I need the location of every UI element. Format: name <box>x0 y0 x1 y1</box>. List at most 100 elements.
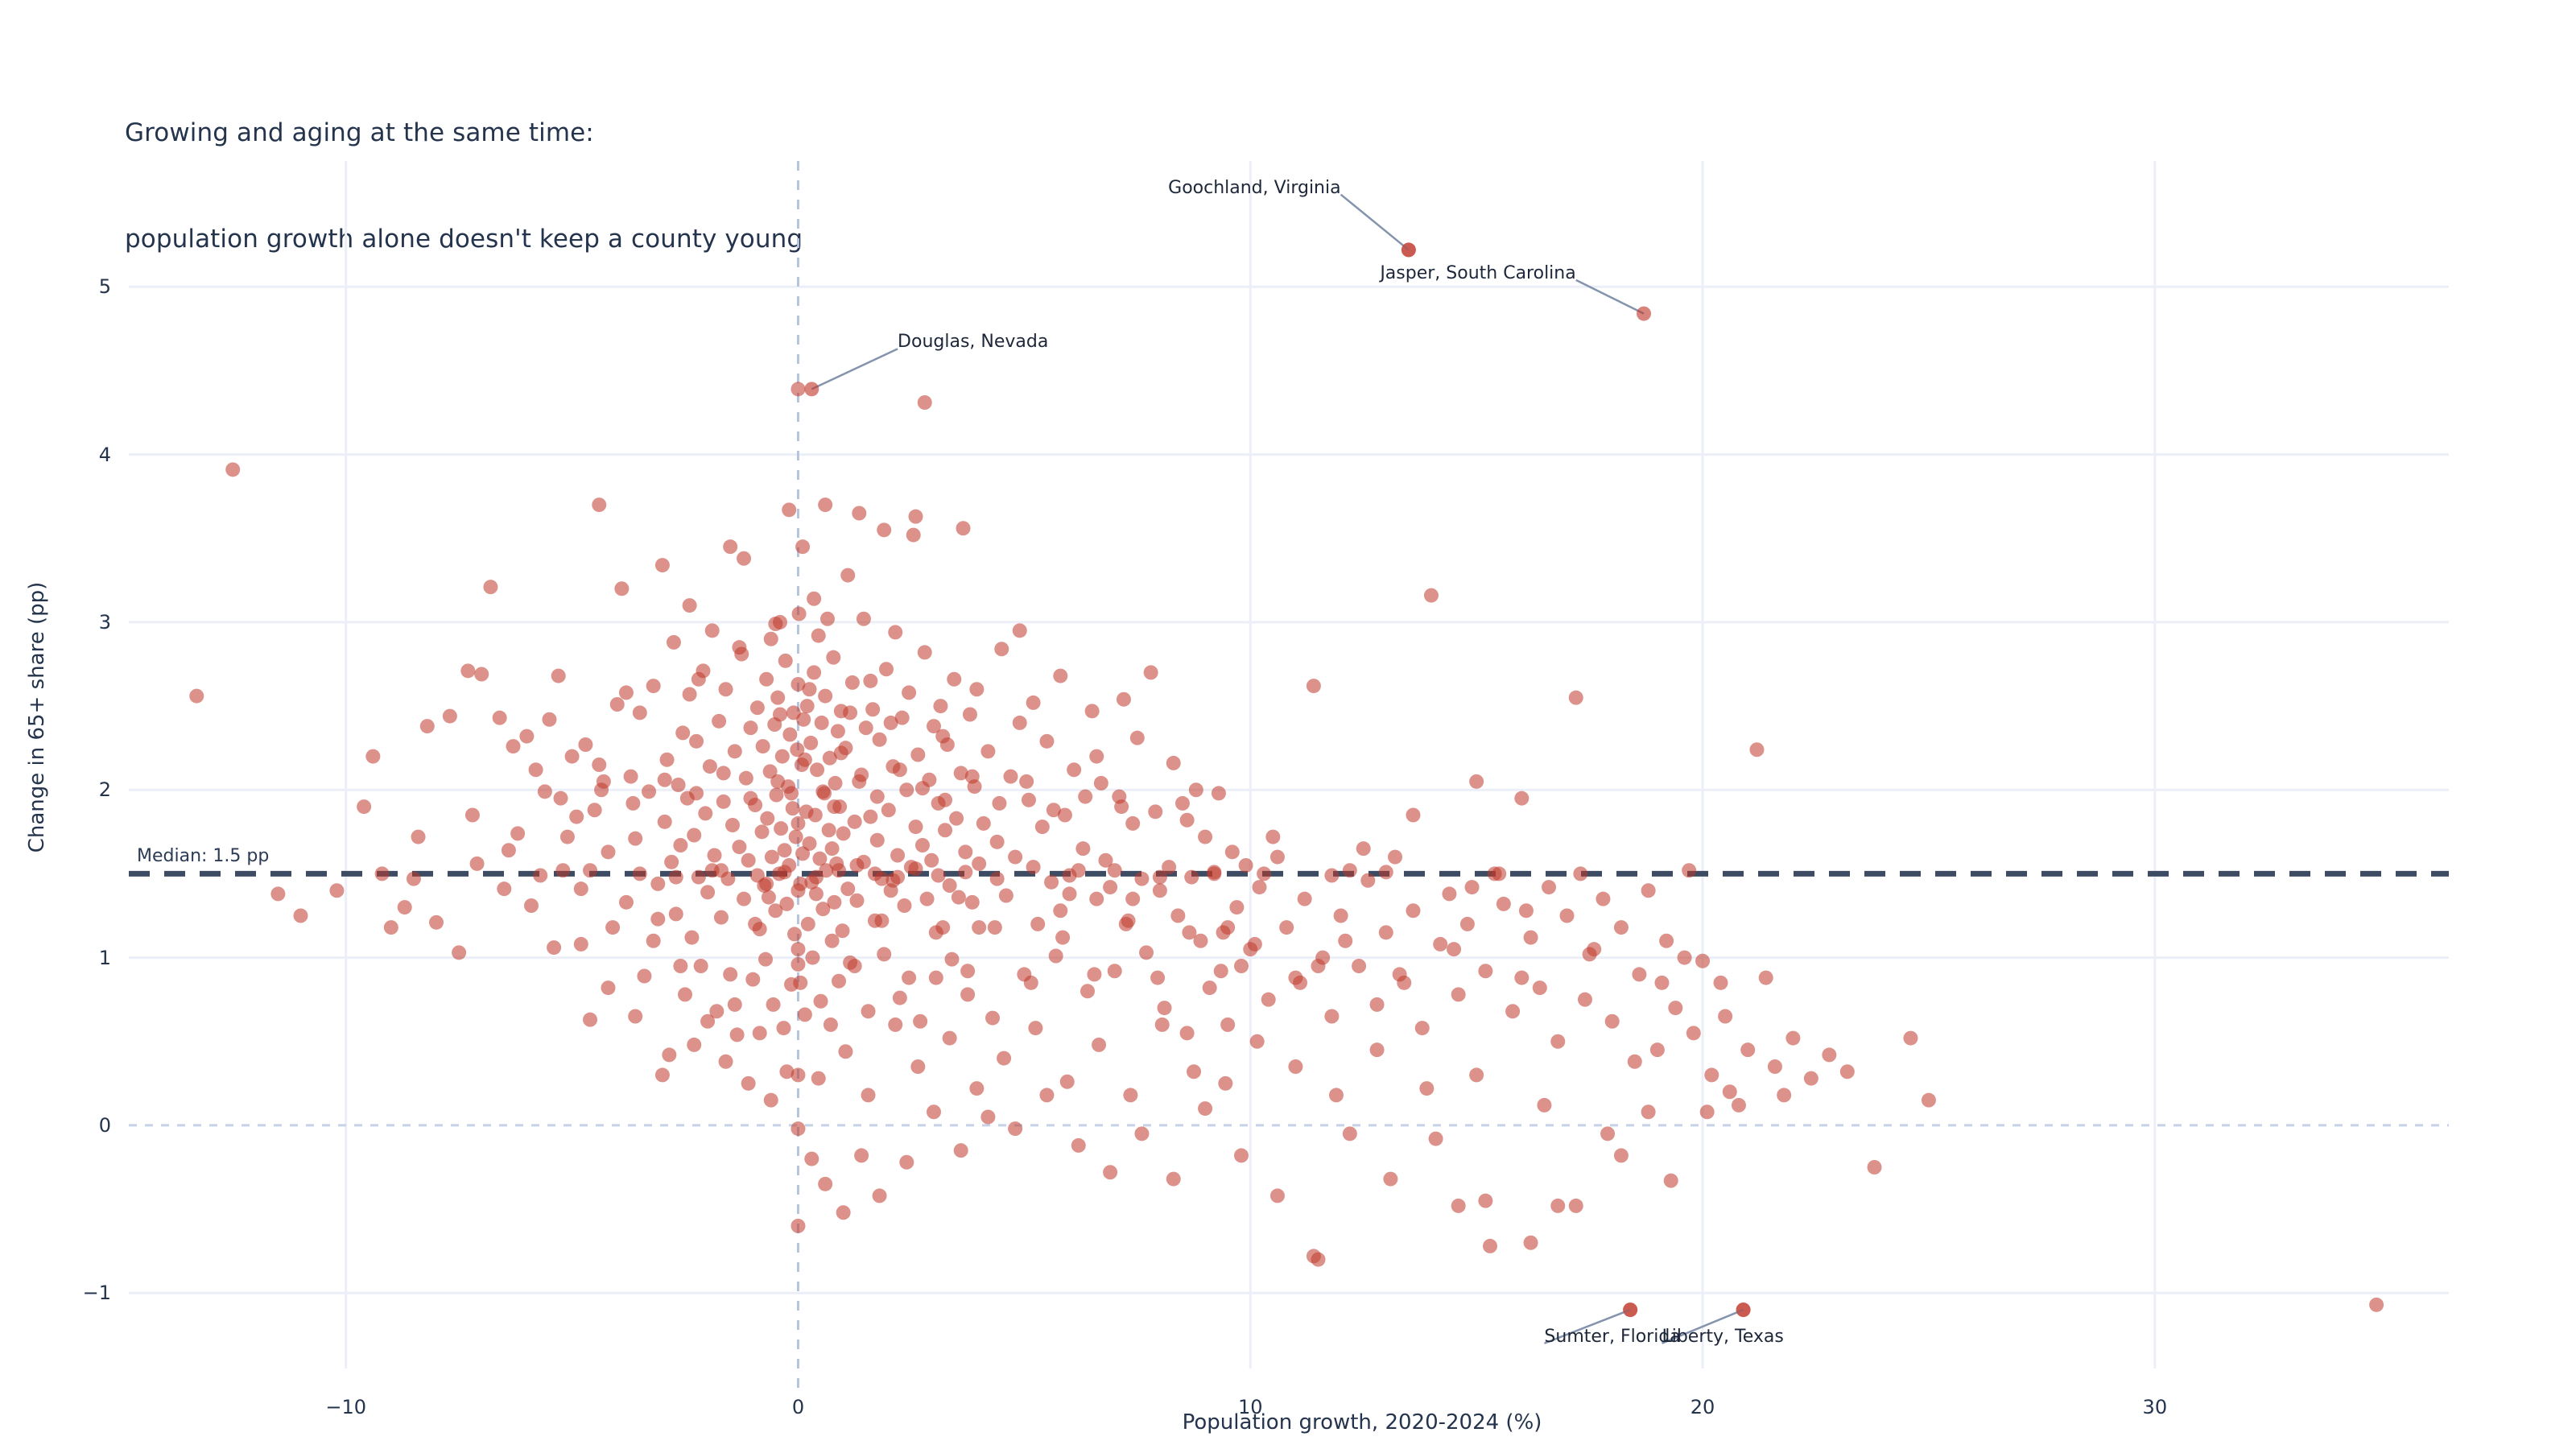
scatter-point <box>791 1218 806 1233</box>
scatter-point <box>759 671 774 687</box>
scatter-point <box>623 769 638 784</box>
scatter-point <box>1152 869 1167 885</box>
scatter-point <box>1021 792 1036 807</box>
scatter-point <box>675 725 691 741</box>
scatter-point <box>464 807 480 823</box>
scatter-point <box>874 913 890 928</box>
scatter-point <box>691 671 706 687</box>
scatter-point <box>969 1081 985 1096</box>
scatter-point <box>601 844 616 860</box>
scatter-point <box>1218 1075 1233 1091</box>
x-axis-tick-label: −10 <box>325 1396 366 1418</box>
scatter-point <box>1677 950 1692 965</box>
scatter-point <box>1532 980 1547 996</box>
scatter-point <box>863 809 878 824</box>
scatter-point <box>1767 1059 1782 1074</box>
scatter-point <box>594 782 609 798</box>
scatter-point <box>429 914 444 930</box>
scatter-point <box>1921 1092 1936 1108</box>
scatter-point <box>802 836 817 851</box>
scatter-point <box>917 645 932 660</box>
scatter-point <box>972 920 987 935</box>
scatter-point <box>1008 1121 1023 1137</box>
scatter-point <box>980 1109 996 1125</box>
scatter-point <box>752 1026 767 1041</box>
scatter-point <box>1324 1009 1340 1024</box>
scatter-point <box>1269 1188 1285 1203</box>
scatter-point <box>872 732 887 747</box>
scatter-point <box>510 826 526 841</box>
scatter-point <box>888 625 903 640</box>
scatter-point <box>1342 1126 1357 1141</box>
scatter-point <box>583 863 598 878</box>
scatter-point <box>1722 1084 1737 1100</box>
scatter-point <box>1012 715 1027 730</box>
scatter-point <box>844 675 860 690</box>
scatter-point <box>569 809 584 824</box>
scatter-point <box>796 712 811 727</box>
scatter-point <box>578 737 593 752</box>
scatter-point <box>919 891 935 906</box>
scatter-point <box>865 702 881 717</box>
scatter-point <box>1600 1126 1616 1141</box>
scatter-point <box>790 742 805 758</box>
scatter-point <box>1103 880 1118 895</box>
point-annotation-label: Liberty, Texas <box>1662 1326 1784 1347</box>
scatter-point <box>671 778 686 792</box>
scatter-point <box>861 1088 876 1103</box>
scatter-point <box>908 819 923 835</box>
scatter-point <box>1613 1148 1629 1163</box>
scatter-point <box>763 1092 778 1108</box>
scatter-point <box>822 750 837 766</box>
scatter-point <box>819 611 835 626</box>
scatter-point <box>1044 874 1059 890</box>
scatter-point <box>985 1010 1001 1026</box>
scatter-point <box>1265 829 1281 844</box>
scatter-point <box>886 873 901 888</box>
scatter-point <box>802 682 817 697</box>
scatter-point <box>601 980 616 996</box>
scatter-point <box>1028 1021 1043 1036</box>
scatter-point <box>406 871 421 886</box>
scatter-point <box>1668 1001 1683 1016</box>
scatter-point <box>1107 964 1122 979</box>
scatter-point <box>533 868 548 883</box>
scatter-point <box>827 894 842 910</box>
y-axis-tick-label: 1 <box>98 946 111 969</box>
scatter-point <box>1166 755 1181 770</box>
scatter-point <box>906 527 921 543</box>
scatter-point <box>1162 860 1177 875</box>
scatter-point <box>1003 769 1018 784</box>
scatter-point <box>762 764 778 779</box>
scatter-point <box>559 829 575 844</box>
scatter-point <box>542 712 557 727</box>
scatter-point <box>847 959 862 973</box>
scatter-point <box>1229 900 1245 915</box>
scatter-point <box>760 811 775 826</box>
scatter-point <box>1084 704 1100 719</box>
scatter-point <box>474 667 489 682</box>
scatter-point <box>732 640 747 655</box>
scatter-point <box>824 933 840 948</box>
scatter-point <box>872 1188 887 1203</box>
scatter-point <box>989 871 1005 886</box>
annotation-leader-line <box>811 348 898 390</box>
scatter-point <box>712 713 727 729</box>
scatter-point <box>691 869 706 885</box>
scatter-point <box>1785 1030 1801 1046</box>
scatter-point <box>1464 880 1480 895</box>
scatter-point <box>727 744 742 759</box>
scatter-point <box>1288 1059 1303 1074</box>
scatter-point <box>928 970 943 985</box>
scatter-point <box>657 772 672 787</box>
scatter-point <box>779 896 795 911</box>
scatter-point <box>737 551 752 566</box>
scatter-point <box>700 1013 716 1029</box>
scatter-point <box>1568 690 1583 705</box>
scatter-point <box>772 707 787 722</box>
scatter-point <box>763 631 778 646</box>
scatter-point <box>1238 858 1253 873</box>
scatter-point <box>664 854 679 869</box>
scatter-point <box>2369 1297 2384 1312</box>
